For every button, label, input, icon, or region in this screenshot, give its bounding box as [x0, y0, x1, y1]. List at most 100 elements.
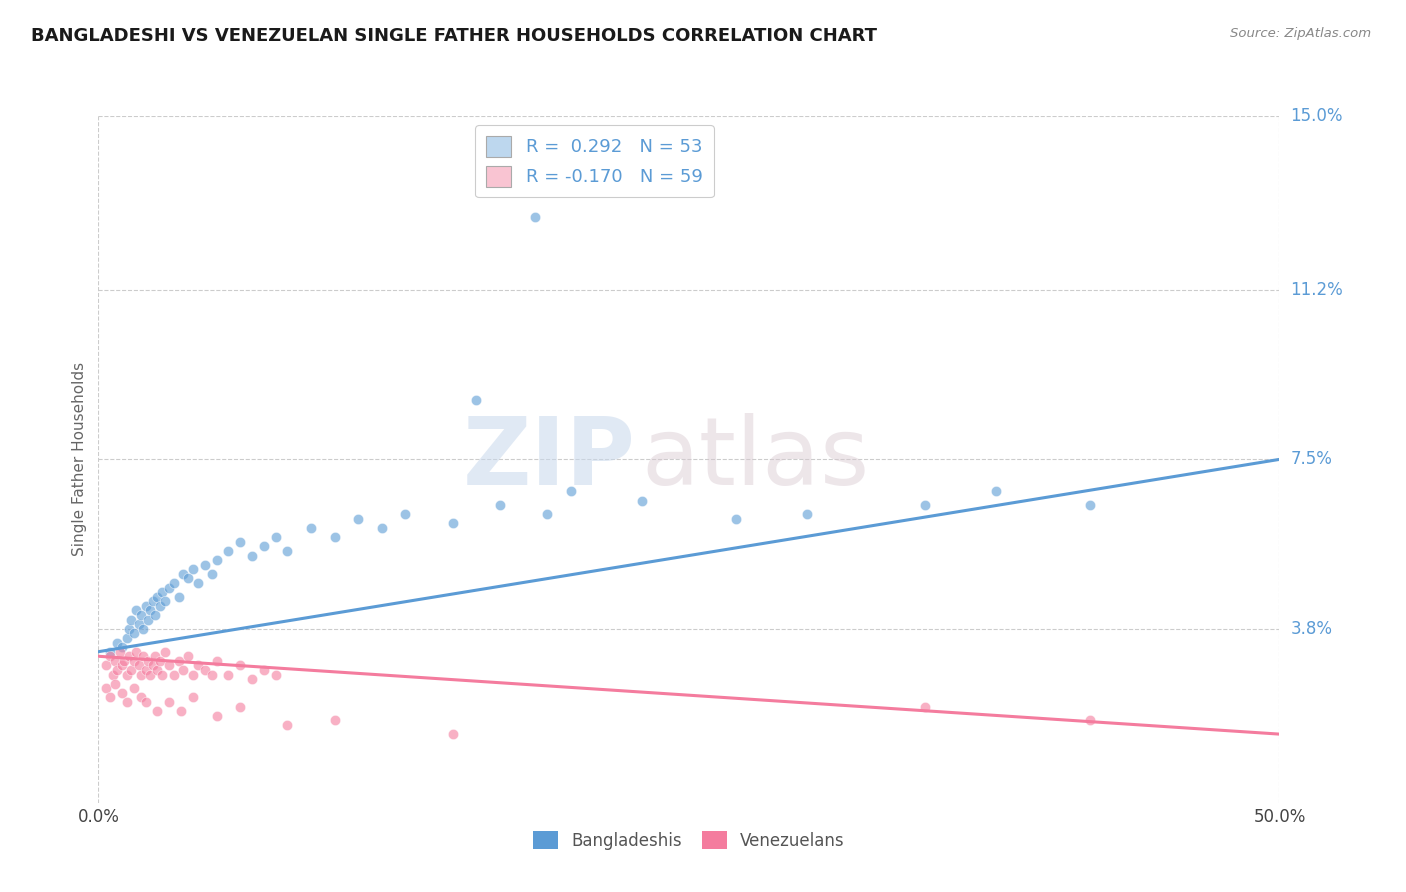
Point [177, 649, 200, 664]
Point [299, 521, 322, 535]
Point [108, 645, 131, 659]
Point [187, 576, 209, 591]
Point [170, 704, 193, 718]
Point [187, 658, 209, 673]
Legend: Bangladeshis, Venezuelans: Bangladeshis, Venezuelans [526, 825, 852, 856]
Point [194, 558, 217, 572]
Point [323, 530, 346, 544]
Point [122, 681, 145, 696]
Point [149, 599, 172, 613]
Point [181, 667, 204, 681]
Point [229, 699, 252, 714]
Point [94, 681, 117, 696]
Point [136, 613, 159, 627]
Point [157, 581, 180, 595]
Point [105, 635, 128, 649]
Point [98, 649, 121, 664]
Point [276, 718, 298, 732]
Point [167, 590, 190, 604]
Text: Source: ZipAtlas.com: Source: ZipAtlas.com [1230, 27, 1371, 40]
Point [914, 699, 936, 714]
Point [796, 508, 818, 522]
Text: BANGLADESHI VS VENEZUELAN SINGLE FATHER HOUSEHOLDS CORRELATION CHART: BANGLADESHI VS VENEZUELAN SINGLE FATHER … [31, 27, 877, 45]
Point [560, 484, 582, 499]
Point [118, 622, 141, 636]
Point [371, 521, 394, 535]
Point [115, 667, 138, 681]
Point [536, 508, 558, 522]
Point [128, 617, 150, 632]
Point [394, 508, 416, 522]
Point [146, 590, 169, 604]
Point [135, 663, 157, 677]
Point [146, 704, 169, 718]
Point [132, 622, 155, 636]
Point [129, 667, 152, 681]
Point [135, 599, 157, 613]
Point [143, 649, 166, 664]
Point [240, 549, 263, 563]
Point [143, 608, 166, 623]
Point [129, 608, 152, 623]
Point [264, 667, 287, 681]
Point [441, 516, 464, 531]
Point [135, 695, 157, 709]
Point [489, 498, 512, 512]
Point [121, 613, 143, 627]
Point [172, 566, 194, 581]
Point [201, 667, 224, 681]
Point [205, 654, 228, 668]
Point [98, 690, 121, 705]
Point [115, 631, 138, 645]
Point [150, 667, 173, 681]
Point [104, 677, 127, 691]
Point [132, 649, 155, 664]
Text: 15.0%: 15.0% [1291, 107, 1343, 125]
Point [150, 585, 173, 599]
Point [111, 640, 134, 654]
Point [94, 658, 117, 673]
Point [441, 727, 464, 741]
Point [347, 512, 370, 526]
Point [104, 654, 127, 668]
Point [101, 667, 124, 681]
Point [984, 484, 1007, 499]
Point [163, 576, 186, 591]
Point [122, 654, 145, 668]
Point [153, 645, 176, 659]
Point [139, 667, 162, 681]
Point [163, 667, 186, 681]
Point [1080, 714, 1102, 728]
Point [149, 654, 172, 668]
Point [125, 645, 148, 659]
Point [105, 663, 128, 677]
Text: 7.5%: 7.5% [1291, 450, 1333, 468]
Point [153, 594, 176, 608]
Point [217, 667, 239, 681]
Point [157, 695, 180, 709]
Point [139, 603, 162, 617]
Point [240, 672, 263, 686]
Point [630, 493, 652, 508]
Point [157, 658, 180, 673]
Point [118, 649, 141, 664]
Point [264, 530, 287, 544]
Point [323, 714, 346, 728]
Point [1080, 498, 1102, 512]
Y-axis label: Single Father Households: Single Father Households [72, 362, 87, 557]
Point [128, 658, 150, 673]
Point [725, 512, 748, 526]
Point [253, 663, 276, 677]
Text: 3.8%: 3.8% [1291, 620, 1333, 638]
Point [98, 645, 121, 659]
Text: ZIP: ZIP [463, 413, 636, 506]
Text: atlas: atlas [641, 413, 870, 506]
Point [205, 553, 228, 567]
Point [465, 392, 488, 407]
Point [177, 571, 200, 585]
Point [201, 566, 224, 581]
Point [122, 626, 145, 640]
Point [136, 654, 159, 668]
Point [914, 498, 936, 512]
Point [111, 658, 134, 673]
